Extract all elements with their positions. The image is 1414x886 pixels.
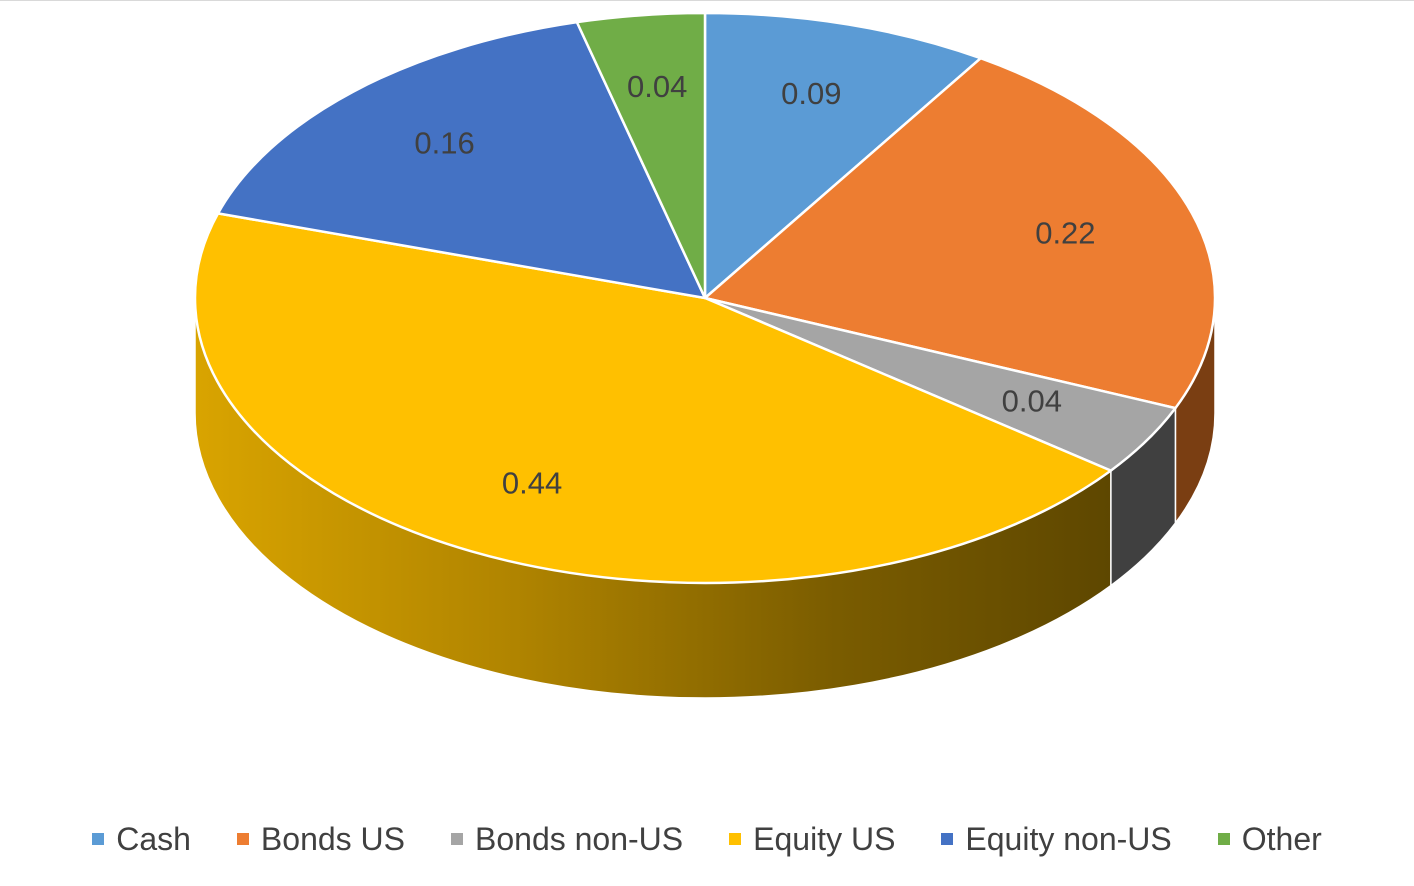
legend-label-bonds-us: Bonds US xyxy=(260,820,405,857)
legend-swatch-equity-us xyxy=(729,833,742,845)
pie-chart: 0.09 0.22 0.04 0.44 0.16 0.04 xyxy=(193,11,1217,699)
data-label-bonds-non-us: 0.04 xyxy=(1002,384,1062,419)
legend-swatch-cash xyxy=(92,833,105,845)
data-label-other: 0.04 xyxy=(627,69,687,104)
legend-label-bonds-non-us: Bonds non-US xyxy=(475,820,684,857)
legend-swatch-equity-non-us xyxy=(941,833,954,845)
pie-data-labels: 0.09 0.22 0.04 0.44 0.16 0.04 xyxy=(414,69,1095,501)
legend-item-equity-us: Equity US xyxy=(729,821,895,858)
data-label-cash: 0.09 xyxy=(781,76,841,111)
pie-tops xyxy=(193,11,1217,585)
legend-item-bonds-us: Bonds US xyxy=(236,820,405,858)
pie-slice-cash xyxy=(703,11,982,300)
legend-swatch-bonds-us xyxy=(236,833,249,845)
pie-slice-bonds-us xyxy=(703,56,1217,410)
legend-label-other: Other xyxy=(1241,820,1322,857)
legend: Cash Bonds US Bonds non-US Equity US Equity … xyxy=(0,813,1414,865)
legend-item-other: Other xyxy=(1217,820,1322,858)
legend-label-equity-us: Equity US xyxy=(753,820,896,857)
legend-item-equity-non-us: Equity non-US xyxy=(941,820,1172,858)
legend-swatch-other xyxy=(1217,833,1230,845)
pie-slice-other xyxy=(575,11,707,300)
legend-label-equity-non-us: Equity non-US xyxy=(965,820,1172,857)
data-label-equity-non-us: 0.16 xyxy=(414,126,474,161)
legend-label-cash: Cash xyxy=(116,820,191,857)
legend-item-cash: Cash xyxy=(92,821,191,858)
data-label-bonds-us: 0.22 xyxy=(1035,216,1095,251)
data-label-equity-us: 0.44 xyxy=(502,466,562,501)
pie-slice-equity-non-us xyxy=(216,20,707,300)
legend-item-bonds-non-us: Bonds non-US xyxy=(451,821,683,858)
legend-swatch-bonds-non-us xyxy=(451,833,463,845)
pie-slice-equity-us xyxy=(193,212,1113,585)
